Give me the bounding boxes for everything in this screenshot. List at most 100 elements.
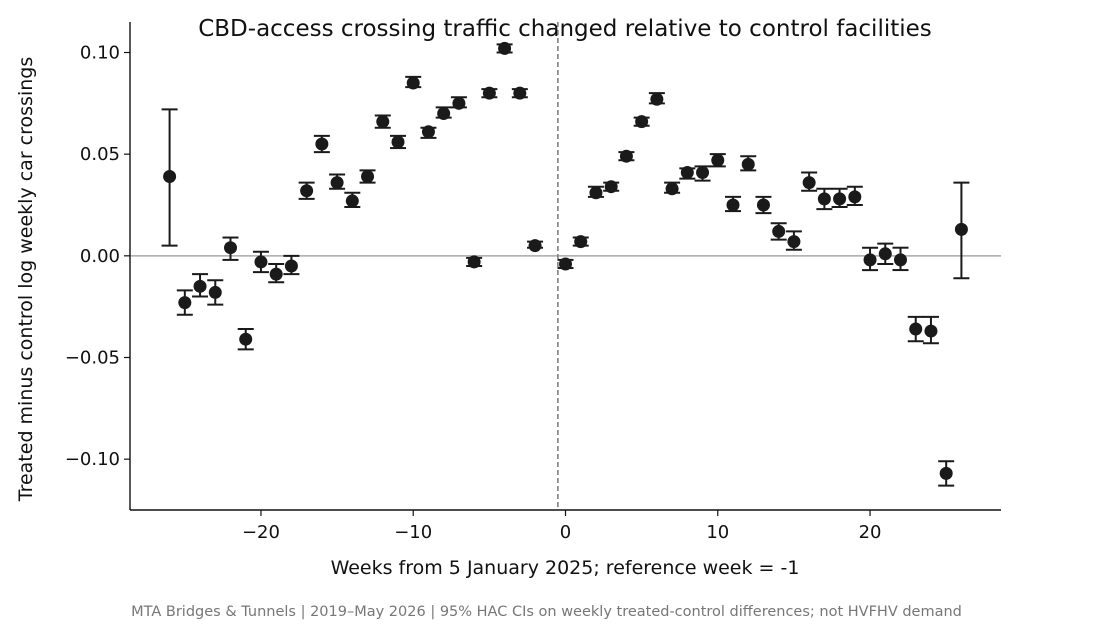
data-point-43 — [831, 187, 848, 209]
point-marker — [559, 257, 572, 271]
data-point-6 — [252, 250, 269, 274]
point-marker — [939, 466, 953, 480]
point-marker — [361, 170, 375, 184]
point-marker — [193, 279, 207, 293]
point-marker — [528, 239, 542, 253]
point-marker — [513, 86, 527, 100]
point-marker — [300, 184, 314, 198]
point-marker — [665, 182, 679, 196]
point-marker — [452, 96, 466, 110]
data-point-32 — [664, 181, 681, 196]
point-marker — [756, 198, 770, 212]
point-marker — [406, 76, 420, 90]
data-point-1 — [176, 289, 193, 316]
source-caption: MTA Bridges & Tunnels | 2019–May 2026 | … — [131, 604, 962, 620]
data-point-38 — [755, 195, 772, 215]
point-marker — [589, 186, 603, 200]
point-marker — [574, 235, 588, 249]
data-point-22 — [496, 41, 513, 55]
data-point-3 — [207, 279, 224, 306]
data-point-15 — [390, 134, 406, 150]
point-marker — [467, 255, 481, 269]
point-marker — [254, 255, 268, 269]
point-marker — [178, 296, 192, 310]
x-tick-label: −20 — [242, 522, 280, 543]
point-marker — [817, 192, 831, 206]
data-point-9 — [298, 181, 315, 200]
data-point-45 — [862, 246, 879, 272]
point-marker — [604, 180, 618, 194]
data-point-37 — [740, 155, 757, 172]
y-tick-label: −0.05 — [65, 348, 120, 369]
point-marker — [741, 157, 755, 171]
data-point-29 — [618, 149, 635, 163]
data-point-0 — [161, 108, 178, 247]
point-marker — [421, 125, 435, 139]
data-point-4 — [222, 236, 239, 261]
data-point-8 — [283, 254, 300, 276]
data-point-11 — [329, 173, 346, 190]
data-point-39 — [770, 222, 787, 241]
point-marker — [163, 170, 177, 184]
data-point-7 — [268, 262, 285, 284]
x-ticks: −20 −10 0 10 20 — [242, 510, 882, 543]
point-marker — [924, 324, 938, 338]
x-tick-label: 0 — [560, 522, 571, 543]
data-point-5 — [237, 328, 254, 351]
point-marker — [391, 135, 405, 149]
y-tick-label: −0.10 — [65, 449, 120, 470]
point-marker — [482, 86, 496, 100]
point-marker — [680, 165, 694, 179]
point-marker — [711, 153, 725, 167]
data-point-49 — [922, 315, 939, 345]
point-marker — [863, 253, 877, 267]
point-marker — [772, 224, 786, 238]
point-marker — [437, 107, 451, 120]
point-marker — [726, 198, 740, 212]
point-marker — [330, 176, 344, 190]
data-point-13 — [359, 169, 376, 184]
chart-title: CBD-access crossing traffic changed rela… — [198, 16, 932, 42]
data-point-30 — [633, 115, 650, 129]
data-point-46 — [877, 242, 894, 265]
data-point-28 — [603, 180, 620, 194]
data-point-25 — [557, 257, 574, 271]
point-marker — [848, 190, 862, 204]
point-marker — [833, 192, 847, 206]
point-marker — [802, 176, 816, 190]
point-marker — [315, 137, 329, 151]
y-tick-label: 0.00 — [80, 246, 120, 267]
data-point-23 — [511, 86, 528, 100]
data-point-2 — [192, 273, 209, 298]
point-marker — [224, 241, 237, 255]
data-point-41 — [801, 171, 818, 192]
data-point-19 — [450, 96, 467, 110]
point-marker — [787, 235, 801, 249]
data-point-16 — [405, 75, 422, 90]
x-tick-label: 20 — [859, 522, 882, 543]
point-marker — [376, 115, 390, 129]
data-point-40 — [785, 230, 802, 251]
data-point-20 — [466, 255, 483, 269]
point-marker — [239, 332, 253, 346]
x-tick-label: −10 — [394, 522, 432, 543]
point-marker — [954, 222, 968, 236]
data-point-26 — [572, 235, 589, 249]
data-point-10 — [313, 134, 330, 154]
data-point-50 — [938, 460, 955, 487]
data-point-21 — [481, 86, 498, 100]
point-marker — [635, 115, 649, 129]
data-point-31 — [648, 92, 665, 106]
data-point-24 — [527, 239, 544, 253]
y-tick-label: 0.05 — [80, 144, 120, 165]
point-marker — [345, 194, 359, 208]
point-marker — [284, 259, 298, 273]
data-point-14 — [374, 114, 391, 129]
data-point-34 — [694, 165, 711, 182]
data-point-17 — [420, 125, 437, 139]
data-point-47 — [892, 246, 909, 272]
data-point-18 — [435, 106, 452, 120]
data-point-36 — [725, 195, 741, 213]
data-point-12 — [344, 191, 361, 209]
